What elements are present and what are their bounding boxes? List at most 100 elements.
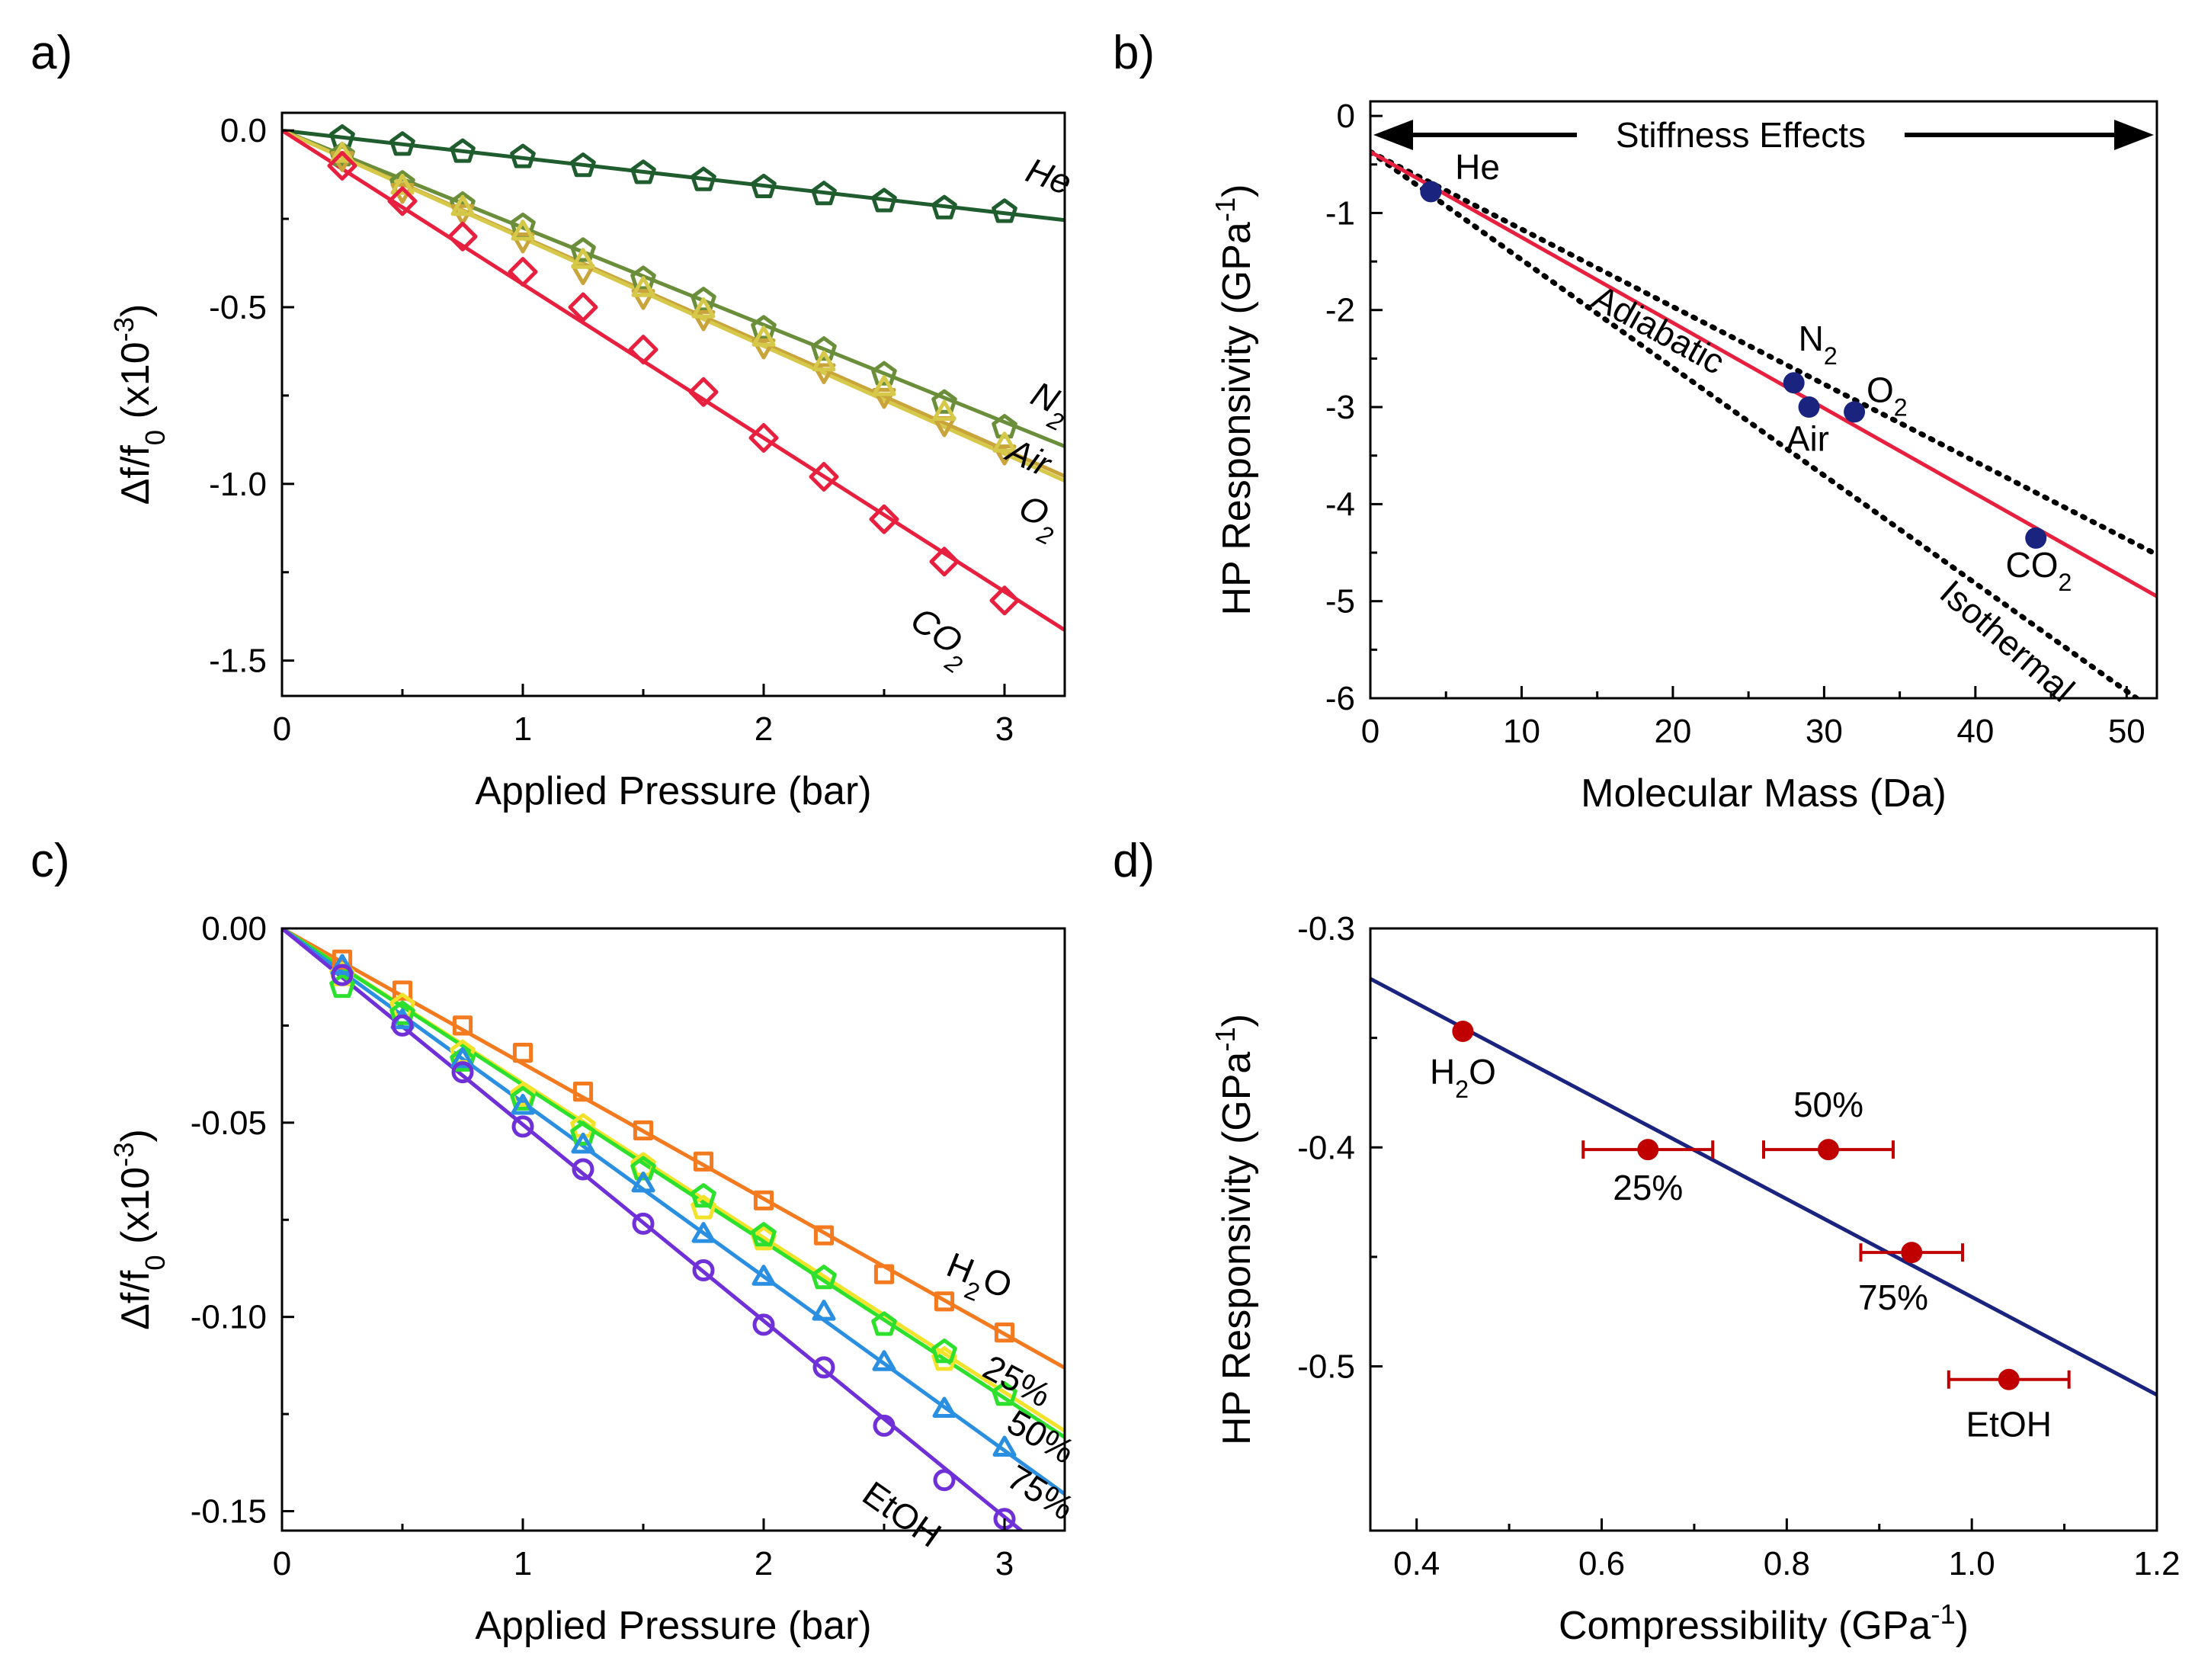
data-point-50-: [630, 1156, 656, 1181]
point-label-75-: 75%: [1858, 1278, 1928, 1317]
panel-b: b) 0 10 20 30 40 50 0 -1 -2 -3 -4 -5 -6 Molecular Mass…: [1113, 27, 2158, 816]
superscript: -3: [108, 1143, 139, 1167]
data-point-o2: [511, 220, 535, 241]
data-point-air: [872, 387, 896, 409]
point-label-co2: CO2: [2006, 545, 2072, 596]
text-part: O: [1469, 1052, 1496, 1092]
y-tick-label: -0.10: [191, 1299, 267, 1336]
text-part: 75%: [1858, 1278, 1928, 1317]
superscript: -1: [1210, 197, 1241, 222]
y-tick-label: -0.15: [191, 1493, 267, 1531]
x-tick-label: 30: [1806, 713, 1843, 750]
data-point-75-: [450, 1047, 475, 1069]
text-part: Δf/f: [114, 1270, 158, 1330]
data-point-etoh: [391, 1014, 414, 1037]
annotation-label: Stiffness Effects: [1616, 115, 1866, 155]
x-tick-label: 2: [755, 710, 773, 748]
data-point-h2o: [572, 1082, 594, 1102]
fit-line-etoh: [282, 928, 1024, 1531]
text-part: O: [978, 1259, 1018, 1306]
text-part: CO: [2006, 545, 2059, 585]
data-point-50-: [811, 1265, 837, 1290]
fit-line-o2: [282, 128, 1065, 483]
data-point-50-: [992, 1381, 1017, 1406]
text-part: HP Responsivity (GPa: [1215, 222, 1259, 615]
data-point-he: [510, 143, 536, 168]
y-tick-label: -1.5: [209, 643, 267, 680]
series-label-h2o: H2O: [937, 1245, 1018, 1317]
data-point-o2: [571, 248, 595, 269]
data-point-he: [691, 166, 716, 191]
point-label-25-: 25%: [1613, 1168, 1683, 1207]
data-point-he: [931, 194, 957, 220]
data-point-o2: [390, 173, 415, 195]
data-point-co2: [748, 423, 779, 453]
data-point-co2: [929, 547, 960, 577]
plot-frame: [280, 111, 1066, 697]
plot-frame: [1369, 927, 2158, 1532]
superscript: -1: [1931, 1598, 1955, 1630]
data-point-etoh: [692, 1259, 715, 1282]
data-point-o2: [932, 399, 957, 422]
y-tick-label: -0.5: [1297, 1348, 1355, 1386]
x-tick-label: 3: [995, 1545, 1014, 1582]
data-point-co2: [688, 377, 719, 407]
data-point-co2: [869, 504, 899, 534]
plot-area: [1370, 149, 2157, 698]
arrow-head-right: [2114, 120, 2154, 150]
panel-letter: c): [30, 835, 70, 887]
y-tick-label: -1: [1325, 194, 1355, 232]
data-point-75-: [330, 954, 354, 975]
x-tick-label: 0: [273, 710, 291, 748]
data-point-etoh: [1998, 1368, 2020, 1390]
data-point-50-: [691, 1183, 716, 1208]
subscript: 2: [1455, 1076, 1469, 1103]
superscript: -3: [108, 317, 139, 341]
data-point-air: [751, 338, 776, 360]
text-part: 50%: [1793, 1085, 1863, 1124]
data-point-o2: [450, 194, 475, 216]
data-point-air: [691, 309, 716, 332]
subscript: 2: [2059, 569, 2072, 596]
text-part: HP Responsivity (GPa: [1215, 1052, 1259, 1445]
data-point-50-: [871, 1311, 897, 1336]
data-point-h2o: [1452, 1021, 1474, 1043]
data-point-50-: [329, 973, 355, 999]
data-point-h2o: [753, 1190, 774, 1210]
data-point-n2: [691, 287, 716, 312]
data-point-co2: [809, 462, 839, 492]
text-part: He: [1021, 150, 1077, 203]
model-line-adiabatic: [1370, 149, 2157, 558]
data-point-75-: [1901, 1242, 1923, 1264]
data-point-etoh: [812, 1356, 835, 1379]
data-point-o2: [992, 431, 1017, 453]
data-point-he: [751, 173, 777, 198]
text-part: 50%: [1001, 1402, 1081, 1471]
x-tick-label: 1.2: [2133, 1545, 2180, 1582]
subscript: 0: [139, 1255, 171, 1270]
y-tick-label: -0.3: [1297, 910, 1355, 947]
data-point-o2: [330, 142, 354, 163]
data-point-50-: [510, 1085, 536, 1111]
x-tick-label: 10: [1503, 713, 1540, 750]
data-point-etoh: [632, 1212, 655, 1235]
text-part: (x10: [114, 1167, 158, 1255]
y-axis-label: Δf/f0 (x10-3): [108, 304, 171, 505]
data-point-n2: [1783, 372, 1805, 394]
panel-letter: d): [1113, 835, 1155, 887]
plot-area: [282, 124, 1065, 632]
data-point-n2: [329, 142, 355, 167]
data-point-h2o: [633, 1120, 654, 1141]
data-point-co2: [327, 151, 357, 181]
data-point-75-: [751, 1265, 776, 1286]
series-label-he: He: [1021, 150, 1077, 203]
data-point-h2o: [693, 1151, 714, 1172]
data-point-o2: [812, 350, 836, 372]
x-axis-label: Applied Pressure (bar): [475, 769, 871, 813]
data-point-etoh: [933, 1469, 956, 1492]
data-point-co2: [508, 257, 538, 287]
point-label-o2: O2: [1867, 370, 1908, 422]
data-point-etoh: [511, 1115, 534, 1138]
x-tick-label: 20: [1654, 713, 1691, 750]
